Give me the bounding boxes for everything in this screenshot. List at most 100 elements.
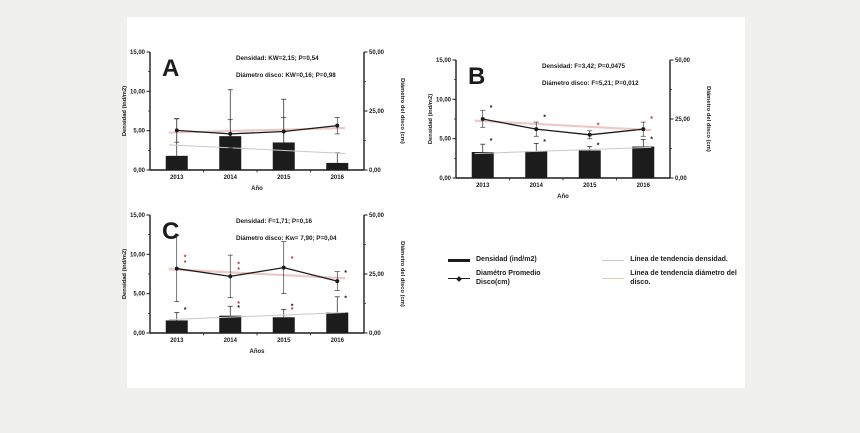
- density-bar: [165, 155, 188, 170]
- legend-item-diameter: Diamétro Promedio Disco(cm): [448, 270, 576, 288]
- svg-text:15,00: 15,00: [130, 50, 146, 56]
- svg-text:25,00: 25,00: [369, 272, 385, 278]
- svg-text:0,00: 0,00: [369, 168, 381, 174]
- svg-text:0,00: 0,00: [675, 176, 687, 182]
- svg-text:2014: 2014: [224, 338, 238, 344]
- density-bar: [272, 317, 295, 333]
- diameter-markers: [174, 123, 340, 136]
- svg-text:*: *: [650, 136, 653, 143]
- density-bar: [326, 312, 349, 333]
- left-axis-label: Densidad (ind/m2): [428, 94, 434, 144]
- svg-text:*: *: [597, 143, 600, 150]
- svg-text:2016: 2016: [637, 183, 651, 189]
- diameter-line: [176, 124, 338, 135]
- svg-text:15,00: 15,00: [436, 58, 452, 64]
- diameter-error-bars: [480, 110, 646, 140]
- density-bar: [326, 162, 349, 170]
- svg-text:2016: 2016: [331, 338, 345, 344]
- svg-text:2013: 2013: [170, 338, 184, 344]
- figure-legend: Densidad (ind/m2) Diamétro Promedio Disc…: [448, 256, 740, 287]
- chart-svg: ************ 15,00 10,00 5,00 0,00 50,00 25,00…: [122, 213, 405, 355]
- svg-text:10,00: 10,00: [130, 252, 146, 258]
- significance-asterisks: ************: [184, 254, 348, 314]
- svg-text:2015: 2015: [583, 183, 597, 189]
- density-bar: [471, 152, 494, 178]
- density-bar: [272, 142, 295, 170]
- svg-text:5,00: 5,00: [133, 292, 145, 298]
- svg-text:0,00: 0,00: [369, 331, 381, 337]
- thick-line-swatch-icon: [448, 258, 470, 262]
- diameter-markers: [174, 265, 340, 284]
- stats-diameter: Diámetro disco: Kw= 7,90; P=0,04: [236, 235, 337, 242]
- svg-text:*: *: [344, 295, 347, 302]
- panel-letter: B: [468, 63, 485, 90]
- svg-text:*: *: [291, 303, 294, 310]
- svg-text:*: *: [184, 254, 187, 261]
- density-bar: [165, 320, 188, 333]
- left-axis-label: Densidad (ind/m2): [122, 249, 128, 299]
- legend-item-trend-density: Línea de tendencia densidad.: [602, 256, 740, 265]
- right-axis-label: Diámetro del disco (cm): [705, 86, 711, 152]
- gray-trend-line-swatch-icon: [602, 259, 625, 261]
- stats-diameter: Diámetro disco: F=5,21; P=0,012: [542, 80, 639, 87]
- stats-density: Densidad: KW=2,15; P=0,54: [236, 55, 319, 62]
- density-bar: [525, 151, 548, 178]
- legend-label-trend-diameter: Línea de tendencia diámetro del disco.: [630, 269, 737, 286]
- density-bar: [219, 315, 242, 333]
- density-bars: [165, 296, 349, 333]
- svg-text:*: *: [597, 122, 600, 129]
- svg-text:*: *: [237, 267, 240, 274]
- left-axis-label: Densidad (ind/m2): [122, 86, 128, 136]
- significance-asterisks: * * * * * * * *: [490, 105, 654, 150]
- chart-svg: 15,00 10,00 5,00 0,00 50,00 25,00 0,00 2013 2014…: [122, 50, 405, 192]
- right-axis-label: Diámetro del disco (cm): [399, 241, 405, 307]
- line-dot-marker-swatch-icon: [448, 275, 470, 282]
- diameter-markers: [480, 117, 646, 137]
- svg-text:5,00: 5,00: [133, 129, 145, 135]
- svg-text:*: *: [237, 262, 240, 269]
- legend-item-trend-diameter: Línea de tendencia diámetro del disco.: [602, 270, 740, 288]
- svg-text:50,00: 50,00: [675, 58, 691, 64]
- svg-text:2015: 2015: [277, 175, 291, 181]
- svg-text:*: *: [344, 270, 347, 277]
- density-bars: [471, 139, 655, 178]
- legend-column-trends: Línea de tendencia densidad. Línea de te…: [602, 256, 740, 287]
- svg-text:10,00: 10,00: [130, 89, 146, 95]
- chart-svg: * * * * * * * * 15,00 10,00 5,00 0,00 50,00 25,00 0,00…: [428, 58, 711, 200]
- svg-text:*: *: [291, 307, 294, 314]
- legend-column-series: Densidad (ind/m2) Diamétro Promedio Disc…: [448, 256, 576, 287]
- chart-panel-c: * * * * * * * * * * * * 15,00 10,00 5,00 0,00 50,00 25,00…: [118, 205, 408, 363]
- svg-text:*: *: [490, 138, 493, 145]
- svg-text:50,00: 50,00: [369, 50, 385, 56]
- x-axis-label: Año: [557, 194, 569, 200]
- right-axis-label: Diámetro del disco (cm): [399, 78, 405, 144]
- svg-text:*: *: [291, 256, 294, 263]
- chart-panel-a: 15,00 10,00 5,00 0,00 50,00 25,00 0,00 2013 2014…: [118, 42, 408, 200]
- svg-text:50,00: 50,00: [369, 213, 385, 219]
- svg-text:*: *: [650, 116, 653, 123]
- x-axis-label: Año: [251, 186, 263, 192]
- svg-text:2013: 2013: [476, 183, 490, 189]
- legend-label-density: Densidad (ind/m2): [476, 256, 537, 263]
- svg-text:2015: 2015: [277, 338, 291, 344]
- x-axis-label: Años: [250, 349, 266, 355]
- stats-diameter: Diámetro disco: KW=0,16; P=0,98: [236, 72, 336, 79]
- svg-text:2014: 2014: [530, 183, 544, 189]
- diameter-error-bars: [174, 235, 340, 302]
- svg-text:0,00: 0,00: [133, 168, 145, 174]
- svg-text:*: *: [184, 307, 187, 314]
- svg-text:2013: 2013: [170, 175, 184, 181]
- legend-label-diameter: Diamétro Promedio Disco(cm): [476, 269, 541, 286]
- chart-panel-b: * * * * * * * * 15,00 10,00 5,00 0,00 50,00 25,00 0,00…: [424, 50, 714, 208]
- svg-text:*: *: [543, 139, 546, 146]
- svg-text:25,00: 25,00: [675, 117, 691, 123]
- svg-text:*: *: [543, 114, 546, 121]
- svg-text:0,00: 0,00: [133, 331, 145, 337]
- svg-text:15,00: 15,00: [130, 213, 146, 219]
- pink-trend-line-swatch-icon: [602, 278, 625, 279]
- svg-text:2016: 2016: [331, 175, 345, 181]
- svg-text:*: *: [490, 105, 493, 112]
- diameter-line: [176, 266, 338, 282]
- svg-text:*: *: [237, 301, 240, 308]
- panel-letter: C: [162, 218, 179, 245]
